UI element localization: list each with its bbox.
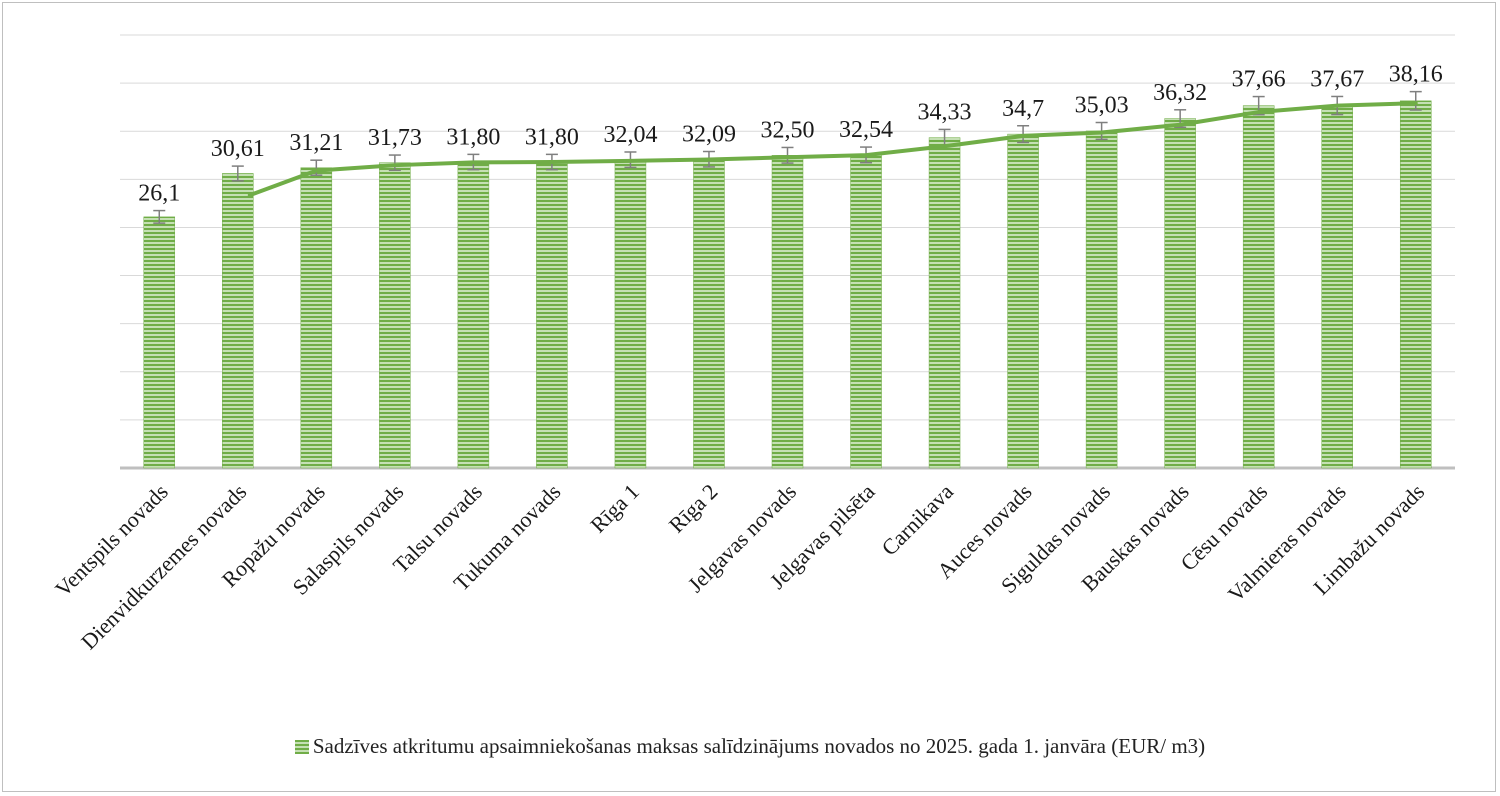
bar xyxy=(1399,100,1432,469)
data-label: 32,09 xyxy=(682,122,736,148)
data-label: 34,33 xyxy=(918,99,972,125)
legend-label: Sadzīves atkritumu apsaimniekošanas maks… xyxy=(312,734,1206,758)
data-label: 31,73 xyxy=(368,125,422,151)
bar xyxy=(850,154,882,469)
data-label: 32,50 xyxy=(761,117,815,143)
bar xyxy=(143,216,176,469)
bar xyxy=(1164,118,1196,469)
bar xyxy=(693,158,725,469)
legend: Sadzīves atkritumu apsaimniekošanas maks… xyxy=(0,734,1500,759)
data-label: 26,1 xyxy=(138,181,180,207)
bar xyxy=(1007,133,1039,469)
bar xyxy=(614,159,647,469)
legend-swatch xyxy=(294,740,309,754)
category-label: Rīga 1 xyxy=(585,479,644,538)
data-label: 32,54 xyxy=(839,117,893,143)
trendline xyxy=(247,101,1418,198)
bar xyxy=(457,161,490,469)
bar xyxy=(1321,105,1353,469)
bar xyxy=(536,161,568,469)
data-label: 38,16 xyxy=(1389,62,1443,88)
bar xyxy=(379,162,411,469)
bar xyxy=(300,167,333,469)
bar xyxy=(771,155,804,469)
data-label: 32,04 xyxy=(603,122,657,148)
category-label: Carnikava xyxy=(876,479,958,561)
bar xyxy=(928,137,961,469)
bar xyxy=(1242,105,1275,469)
data-label: 31,80 xyxy=(446,124,500,150)
data-label: 31,21 xyxy=(289,130,343,156)
data-label: 37,67 xyxy=(1310,66,1364,92)
bar xyxy=(222,173,254,469)
data-label: 36,32 xyxy=(1153,80,1207,106)
data-label: 31,80 xyxy=(525,124,579,150)
data-label: 30,61 xyxy=(211,136,265,162)
bar xyxy=(1085,130,1118,469)
data-label: 37,66 xyxy=(1232,67,1286,93)
category-label: Rīga 2 xyxy=(664,479,723,538)
data-label: 35,03 xyxy=(1075,93,1129,119)
data-label: 34,7 xyxy=(1002,96,1044,122)
